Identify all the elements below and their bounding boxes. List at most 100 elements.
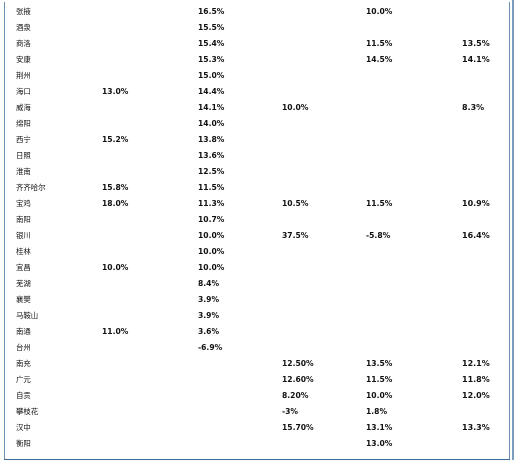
table-row: 海口 13.0% 14.4% (6, 84, 506, 100)
value-cell-c5 (436, 276, 506, 292)
value-cell-c3 (270, 212, 358, 228)
value-cell-c1 (94, 116, 182, 132)
value-cell-c1 (94, 100, 182, 116)
value-cell-c1 (94, 436, 182, 452)
value-cell-c4 (358, 260, 436, 276)
city-name-cell: 攀枝花 (16, 407, 39, 416)
value-cell-c1: 10.0% (102, 263, 129, 272)
value-cell-c3: 12.50% (282, 359, 314, 368)
city-name-cell: 绵阳 (16, 119, 31, 128)
value-cell-c4 (358, 100, 436, 116)
value-cell-c5 (436, 212, 506, 228)
value-cell-c5: 12.1% (462, 359, 490, 368)
table-row: 荆州 15.0% (6, 68, 506, 84)
value-cell-c4: 11.5% (366, 199, 393, 208)
value-cell-c3: 15.70% (282, 423, 314, 432)
value-cell-c3 (270, 340, 358, 356)
value-cell-c1 (94, 276, 182, 292)
value-cell-c3: 8.20% (282, 391, 309, 400)
value-cell-c3 (270, 116, 358, 132)
value-cell-c5 (436, 308, 506, 324)
city-name-cell: 南阳 (16, 215, 31, 224)
value-cell-c1 (94, 164, 182, 180)
city-name-cell: 淮南 (16, 167, 31, 176)
table-row: 酒泉 15.5% (6, 20, 506, 36)
city-name-cell: 马鞍山 (16, 311, 39, 320)
city-name-cell: 酒泉 (16, 23, 31, 32)
value-cell-c4: -5.8% (366, 231, 391, 240)
city-name-cell: 襄樊 (16, 295, 31, 304)
value-cell-c3 (270, 132, 358, 148)
value-cell-c5 (436, 324, 506, 340)
value-cell-c1 (94, 68, 182, 84)
value-cell-c5 (436, 340, 506, 356)
value-cell-c2: 13.6% (198, 151, 225, 160)
value-cell-c3 (270, 52, 358, 68)
city-name-cell: 西宁 (16, 135, 31, 144)
value-cell-c4: 13.0% (366, 439, 393, 448)
value-cell-c3 (270, 180, 358, 196)
value-cell-c1 (94, 4, 182, 20)
value-cell-c1 (94, 340, 182, 356)
value-cell-c5: 11.8% (462, 375, 490, 384)
value-cell-c3 (270, 324, 358, 340)
city-name-cell: 宝鸡 (16, 199, 31, 208)
value-cell-c1 (94, 212, 182, 228)
value-cell-c2: 10.0% (198, 231, 225, 240)
value-cell-c2: 13.8% (198, 135, 225, 144)
value-cell-c4: 11.5% (366, 39, 393, 48)
table-row: 日照 13.6% (6, 148, 506, 164)
value-cell-c3 (270, 244, 358, 260)
right-border-rule (512, 0, 514, 460)
table-row: 南阳 10.7% (6, 212, 506, 228)
value-cell-c3: 37.5% (282, 231, 309, 240)
value-cell-c5 (436, 260, 506, 276)
value-cell-c2: 10.0% (198, 247, 225, 256)
value-cell-c1 (94, 20, 182, 36)
value-cell-c4 (358, 164, 436, 180)
city-name-cell: 齐齐哈尔 (16, 183, 46, 192)
value-cell-c5: 13.3% (462, 423, 490, 432)
value-cell-c3: 12.60% (282, 375, 314, 384)
value-cell-c4: 10.0% (366, 7, 393, 16)
value-cell-c1 (94, 404, 182, 420)
value-cell-c2: 12.5% (198, 167, 225, 176)
value-cell-c5: 8.3% (462, 103, 485, 112)
value-cell-c2: 15.3% (198, 55, 225, 64)
table-row: 西宁 15.2% 13.8% (6, 132, 506, 148)
table-row: 南充 12.50% 13.5% 12.1% (6, 356, 506, 372)
city-name-cell: 衡阳 (16, 439, 31, 448)
value-cell-c5: 13.5% (462, 39, 490, 48)
value-cell-c4 (358, 132, 436, 148)
value-cell-c2 (182, 420, 270, 436)
value-cell-c2: 11.5% (198, 183, 225, 192)
value-cell-c4 (358, 68, 436, 84)
value-cell-c4 (358, 292, 436, 308)
value-cell-c2: 3.9% (198, 311, 220, 320)
value-cell-c4: 11.5% (366, 375, 393, 384)
value-cell-c5 (436, 20, 506, 36)
value-cell-c5 (436, 404, 506, 420)
value-cell-c4 (358, 20, 436, 36)
table-row: 攀枝花 -3% 1.8% (6, 404, 506, 420)
value-cell-c2: 3.6% (198, 327, 220, 336)
value-cell-c2: 15.5% (198, 23, 225, 32)
value-cell-c3: 10.0% (282, 103, 309, 112)
value-cell-c2: 10.7% (198, 215, 225, 224)
table-row: 马鞍山 3.9% (6, 308, 506, 324)
value-cell-c2: 15.0% (198, 71, 225, 80)
table-row: 衡阳 13.0% (6, 436, 506, 452)
city-name-cell: 张掖 (16, 7, 31, 16)
value-cell-c2 (182, 436, 270, 452)
value-cell-c4 (358, 148, 436, 164)
value-cell-c3 (270, 84, 358, 100)
city-name-cell: 安康 (16, 55, 31, 64)
value-cell-c3: 10.5% (282, 199, 309, 208)
value-cell-c1 (94, 356, 182, 372)
city-name-cell: 南通 (16, 327, 31, 336)
value-cell-c4 (358, 324, 436, 340)
table-row: 台州 -6.9% (6, 340, 506, 356)
value-cell-c5 (436, 436, 506, 452)
value-cell-c3 (270, 436, 358, 452)
value-cell-c4: 13.1% (366, 423, 393, 432)
